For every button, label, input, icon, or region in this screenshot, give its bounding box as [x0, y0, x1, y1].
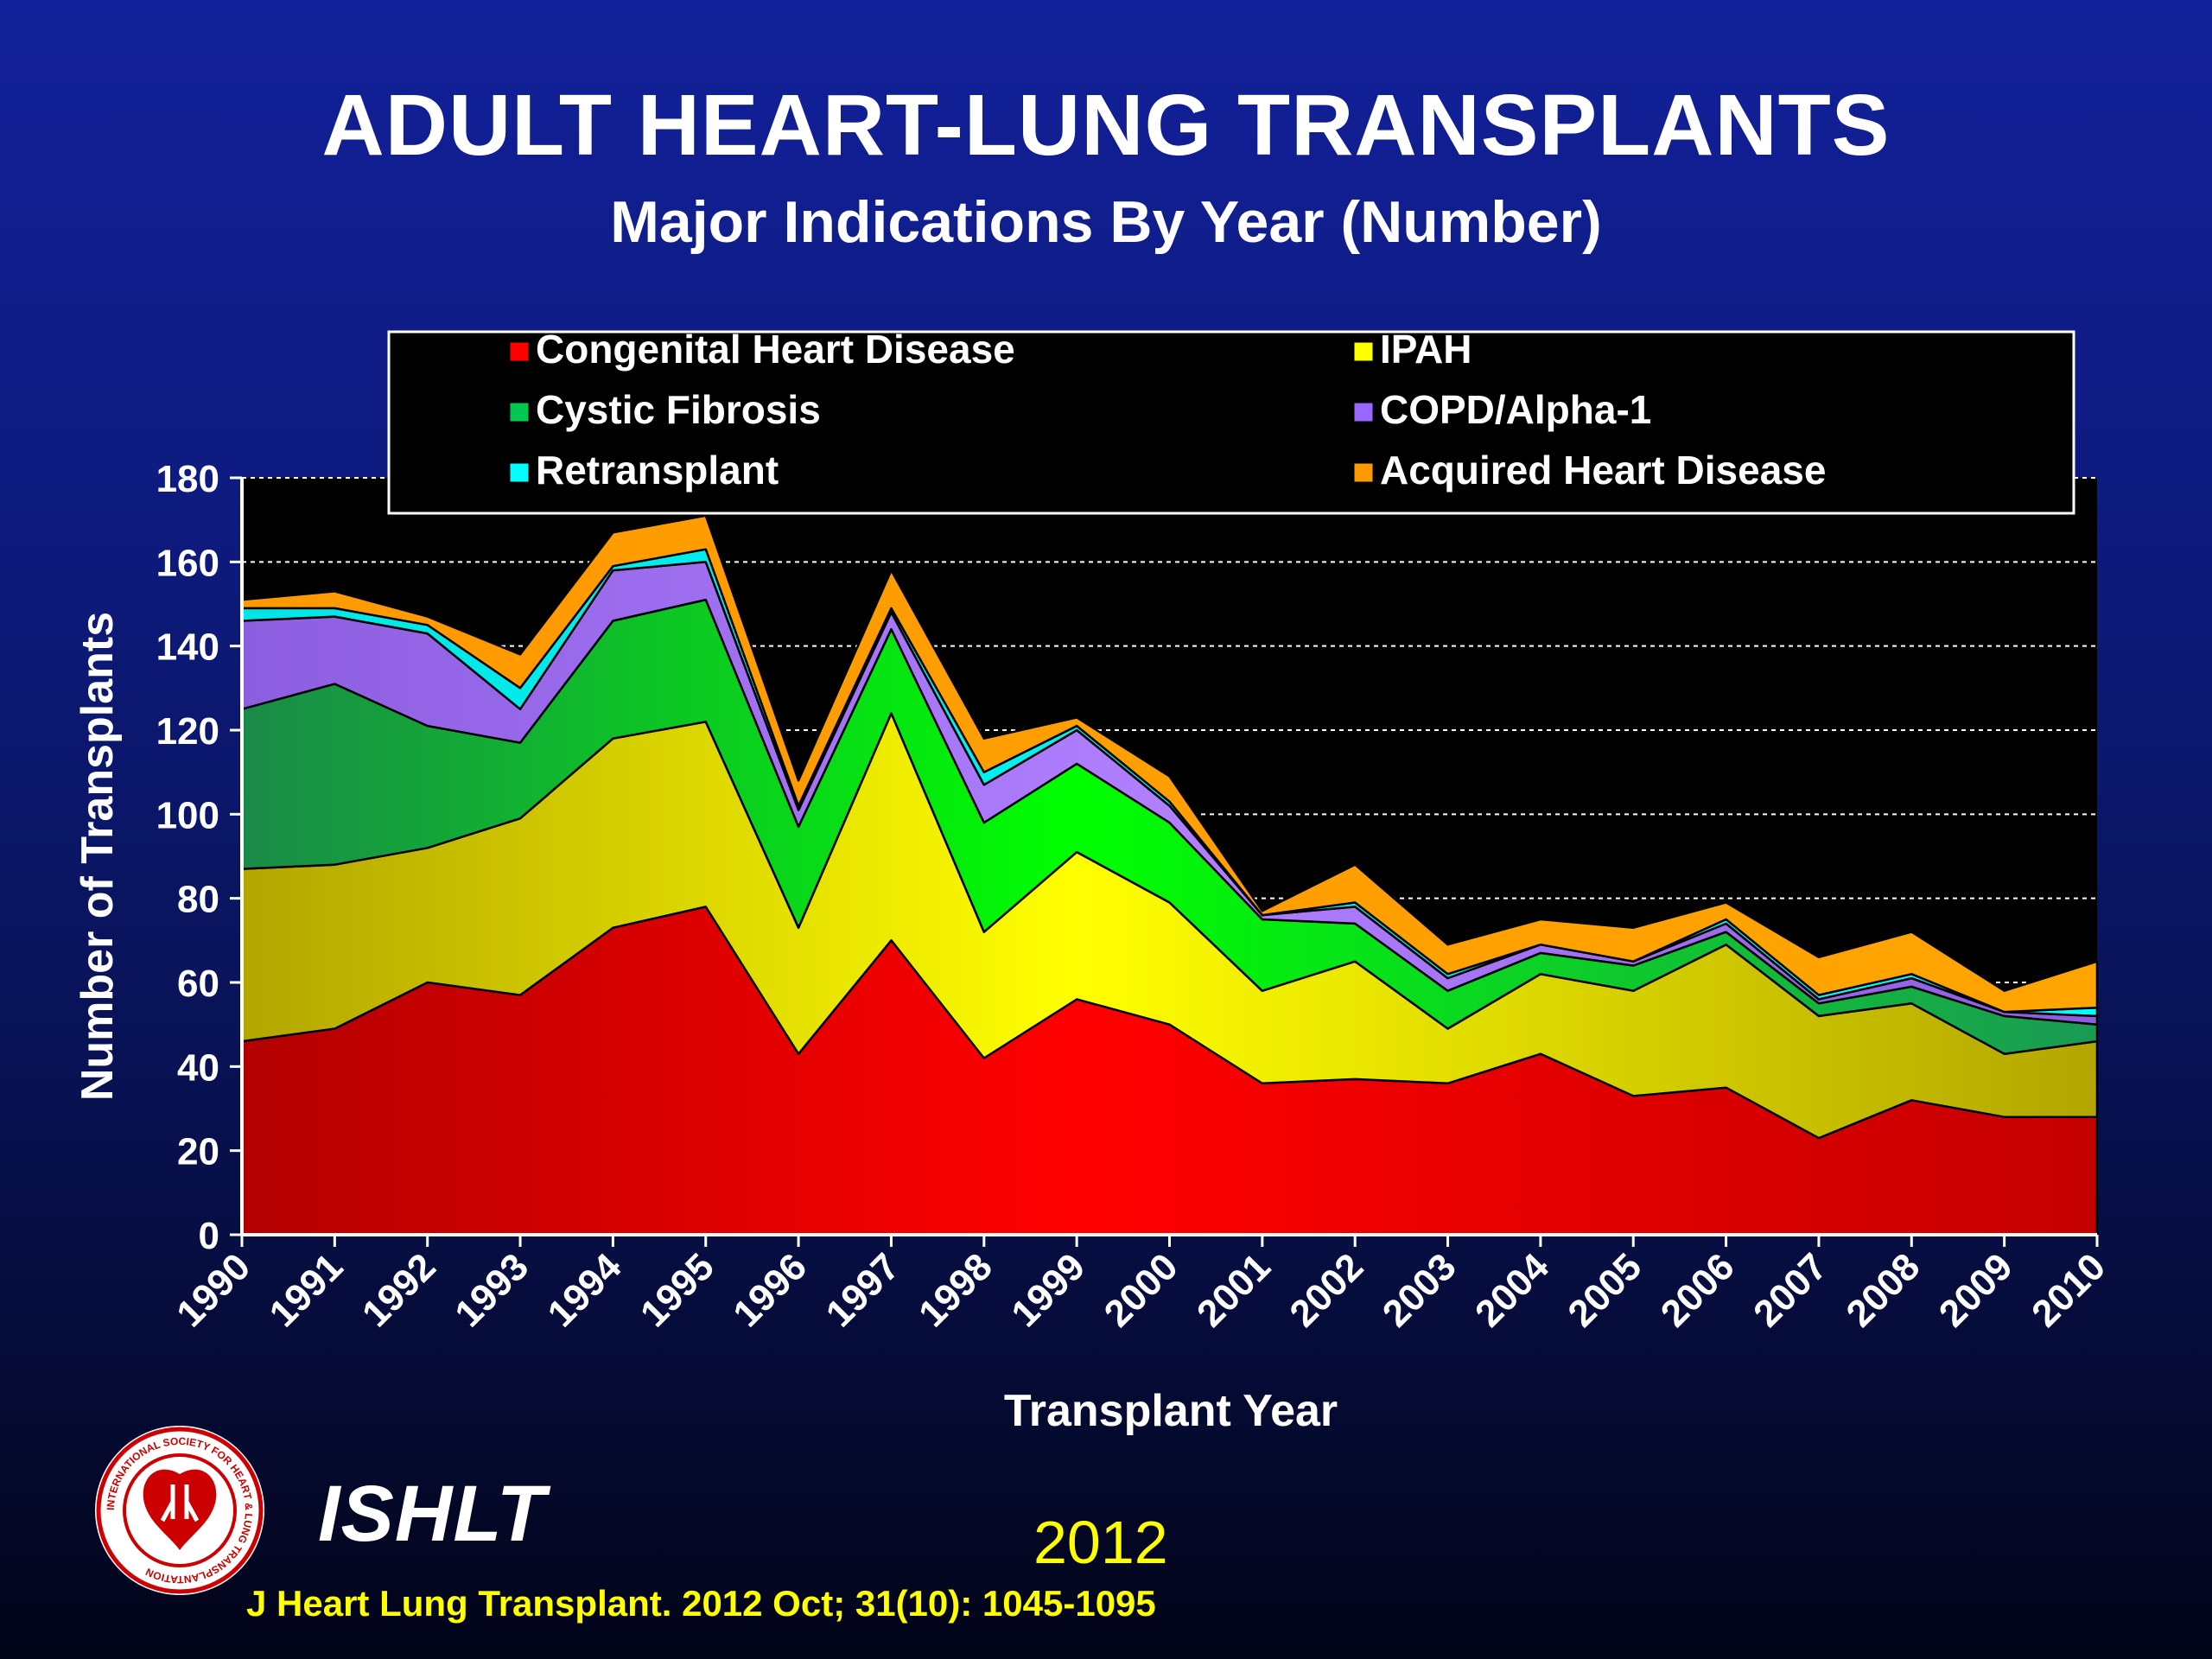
legend-label: IPAH — [1380, 327, 1472, 372]
series-areas — [240, 514, 2099, 1236]
x-tick-label: 1992 — [354, 1245, 444, 1335]
legend-swatch — [509, 402, 530, 423]
x-tick-label: 2008 — [1839, 1245, 1929, 1335]
x-tick-label: 2010 — [2024, 1245, 2113, 1335]
y-tick-label: 40 — [177, 1046, 219, 1089]
legend-label: Cystic Fibrosis — [536, 387, 821, 432]
x-tick-label: 1999 — [1003, 1245, 1093, 1335]
x-tick-label: 1996 — [725, 1245, 815, 1335]
y-tick-label: 60 — [177, 963, 219, 1005]
y-axis-label: Number of Transplants — [73, 612, 123, 1101]
heart-lung-logo-icon: INTERNATIONAL SOCIETY FOR HEART & LUNG T… — [95, 1426, 264, 1595]
x-tick-label: 2006 — [1653, 1245, 1743, 1335]
x-tick-label: 1993 — [447, 1245, 537, 1335]
y-tick-label: 20 — [177, 1131, 219, 1173]
x-tick-label: 2000 — [1096, 1245, 1186, 1335]
y-tick-label: 80 — [177, 879, 219, 921]
legend-swatch — [1353, 341, 1374, 362]
org-name: ISHLT — [318, 1470, 546, 1558]
legend-swatch — [1353, 462, 1374, 483]
x-tick-label: 2009 — [1931, 1245, 2021, 1335]
y-tick-label: 160 — [156, 542, 219, 584]
legend-label: COPD/Alpha-1 — [1380, 387, 1651, 432]
legend-label: Congenital Heart Disease — [536, 327, 1015, 372]
y-tick-label: 180 — [156, 458, 219, 500]
x-tick-label: 1990 — [168, 1245, 258, 1335]
x-tick-label: 2005 — [1560, 1245, 1649, 1335]
y-tick-label: 100 — [156, 794, 219, 836]
legend-swatch — [509, 341, 530, 362]
chart-legend: Congenital Heart Disease IPAH Cystic Fibro… — [387, 327, 2075, 515]
x-tick-label: 2001 — [1189, 1245, 1279, 1335]
page-subtitle: Major Indications By Year (Number) — [610, 189, 1602, 255]
legend-box — [387, 330, 2075, 515]
y-tick-label: 120 — [156, 710, 219, 753]
x-tick-label: 1995 — [632, 1245, 722, 1335]
x-axis-label: Transplant Year — [1004, 1386, 1338, 1436]
axes — [230, 476, 2099, 1247]
report-year: 2012 — [1033, 1509, 1168, 1576]
x-tick-label: 2002 — [1281, 1245, 1371, 1335]
x-tick-label: 2007 — [1745, 1245, 1835, 1335]
legend-label: Retransplant — [536, 448, 779, 493]
x-tick-label: 1991 — [262, 1245, 352, 1335]
y-tick-label: 140 — [156, 626, 219, 669]
citation: J Heart Lung Transplant. 2012 Oct; 31(10… — [246, 1583, 1156, 1624]
legend-swatch — [1353, 402, 1374, 423]
x-tick-label: 2003 — [1375, 1245, 1465, 1335]
y-tick-label: 0 — [199, 1215, 219, 1257]
x-tick-label: 1994 — [540, 1245, 630, 1335]
page-title: ADULT HEART-LUNG TRANSPLANTS — [321, 77, 1891, 174]
x-tick-label: 2004 — [1467, 1245, 1557, 1335]
x-tick-labels: 1990 1991 1992 1993 1994 1995 1996 1997 1998 1999… — [168, 1245, 2113, 1335]
series-area-acquired-heart-disease — [240, 514, 2099, 1014]
legend-label: Acquired Heart Disease — [1380, 448, 1826, 493]
x-tick-label: 1998 — [911, 1245, 1001, 1335]
x-tick-label: 1997 — [818, 1245, 908, 1335]
y-tick-labels: 0 20 40 60 80 100 120 140 160 180 — [156, 458, 219, 1257]
legend-swatch — [509, 462, 530, 483]
